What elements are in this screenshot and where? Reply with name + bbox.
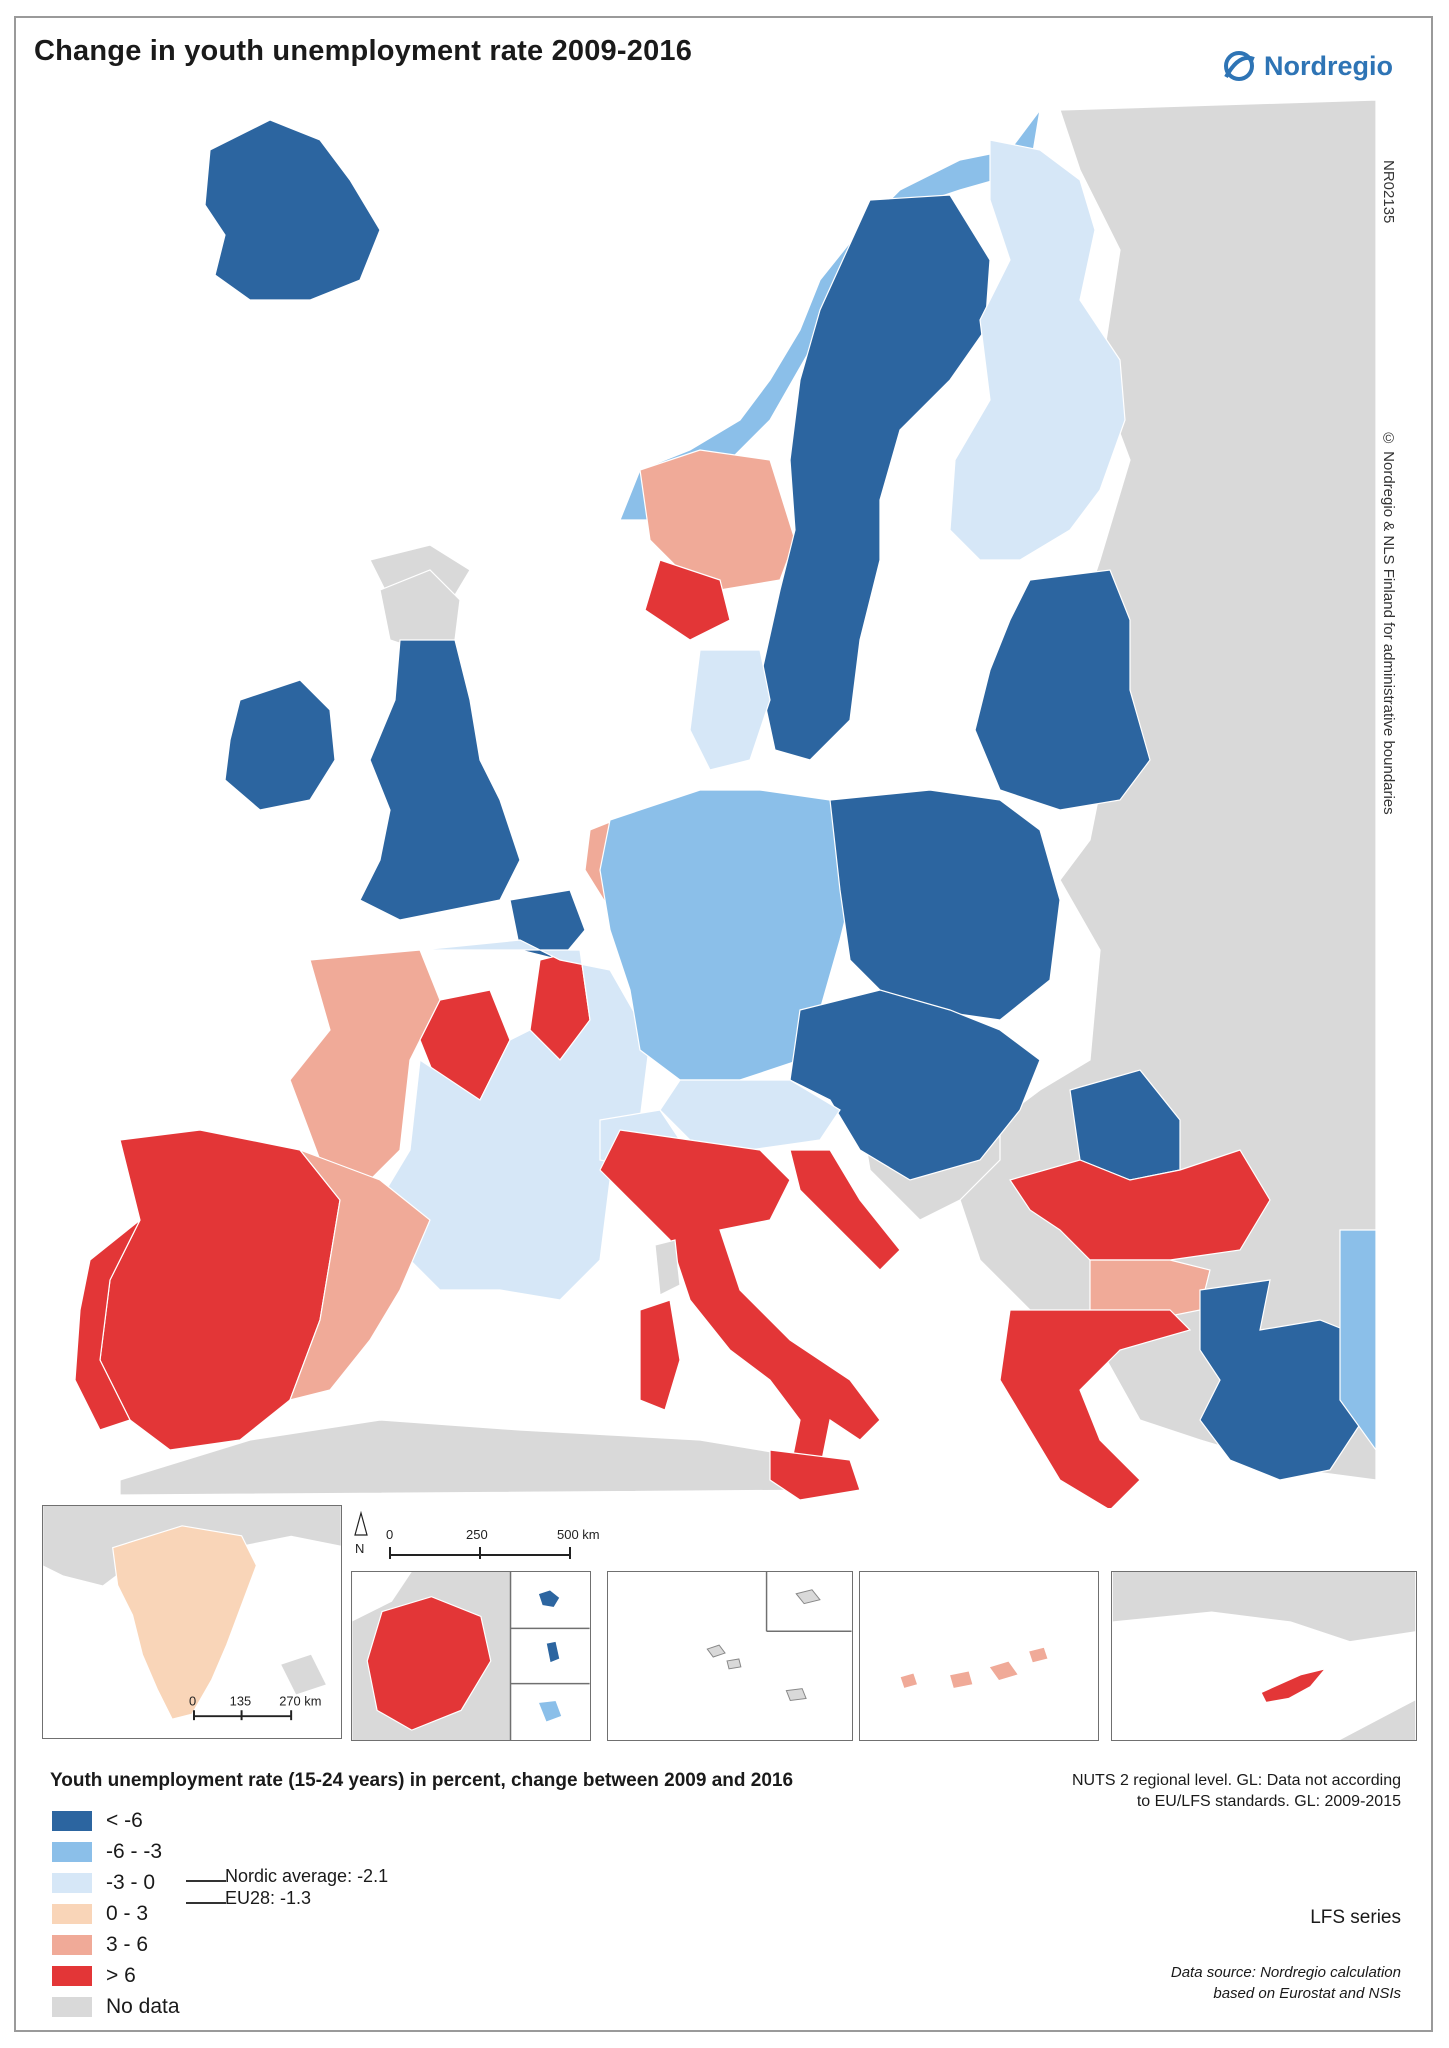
region-spain bbox=[99, 1129, 341, 1451]
region-ireland bbox=[224, 679, 336, 811]
inset-island bbox=[785, 1688, 807, 1702]
inset-cyprus bbox=[1111, 1571, 1417, 1741]
legend-swatch bbox=[52, 1966, 92, 1986]
legend-swatch bbox=[52, 1935, 92, 1955]
scale-tick-label: 500 km bbox=[557, 1527, 600, 1542]
inset-canaries bbox=[859, 1571, 1099, 1741]
legend-item: > 6 bbox=[52, 1963, 282, 1989]
legend-label: No data bbox=[106, 1995, 180, 2018]
region-canaries bbox=[899, 1672, 919, 1690]
region-denmark bbox=[689, 649, 771, 771]
series-label: LFS series bbox=[1310, 1907, 1401, 1928]
scale-tick-label: 270 km bbox=[279, 1693, 321, 1708]
europe-map bbox=[74, 99, 1376, 1508]
legend-swatch bbox=[52, 1873, 92, 1893]
region-turkey bbox=[1199, 1279, 1376, 1481]
legend-label: > 6 bbox=[106, 1964, 136, 1987]
region-norway-south bbox=[639, 449, 796, 591]
scale-tick-label: 0 bbox=[189, 1693, 196, 1708]
region-greenland bbox=[112, 1525, 258, 1720]
data-source-line: Data source: Nordregio calculation bbox=[1170, 1964, 1401, 1981]
region-french-guiana bbox=[366, 1596, 492, 1731]
nordic-average-line bbox=[186, 1880, 226, 1882]
region-corsica bbox=[654, 1239, 681, 1296]
region-turkey-east bbox=[1339, 1229, 1376, 1452]
inset-sea bbox=[352, 1572, 412, 1622]
region-outside bbox=[119, 1419, 842, 1496]
inset-nodata-land bbox=[1112, 1572, 1416, 1642]
inset-island bbox=[795, 1589, 821, 1605]
region-sardinia bbox=[639, 1299, 681, 1411]
region-austria bbox=[659, 1079, 841, 1151]
legend-swatch bbox=[52, 1842, 92, 1862]
north-label: N bbox=[355, 1541, 364, 1556]
legend-heading: Youth unemployment rate (15-24 years) in… bbox=[50, 1770, 794, 1791]
legend-item: < -6 bbox=[52, 1808, 282, 1834]
legend-swatch bbox=[52, 1997, 92, 2017]
inset-nodata-land bbox=[1340, 1700, 1416, 1740]
nuts-note: NUTS 2 regional level. GL: Data not acco… bbox=[1072, 1770, 1401, 1812]
scale-tick-label: 0 bbox=[386, 1527, 393, 1542]
region-france-rest bbox=[379, 939, 651, 1301]
legend-label: -3 - 0 bbox=[106, 1871, 156, 1894]
legend-item: No data bbox=[52, 1994, 282, 2020]
region-finland bbox=[949, 139, 1126, 561]
scale-tick-label: 250 bbox=[466, 1527, 488, 1542]
legend-swatch bbox=[52, 1904, 92, 1924]
inset-island bbox=[726, 1658, 742, 1670]
legend-item: 0 - 3 bbox=[52, 1901, 282, 1927]
region-outside bbox=[959, 99, 1376, 1481]
nordregio-logo: Nordregio bbox=[1222, 46, 1393, 86]
legend-label: -6 - -3 bbox=[106, 1840, 163, 1863]
legend-swatch bbox=[52, 1811, 92, 1831]
region-catalonia-east-spain bbox=[289, 1148, 431, 1401]
inset-island bbox=[706, 1644, 726, 1658]
nordic-average-label: Nordic average: -2.1 bbox=[225, 1866, 389, 1886]
north-arrow-icon bbox=[354, 1510, 368, 1536]
north-arrow-and-scale: N 0 250 500 km bbox=[354, 1510, 600, 1559]
data-source: Data source: Nordregio calculation based… bbox=[1171, 1962, 1401, 2004]
nordregio-logo-icon bbox=[1224, 51, 1255, 81]
inset-azores bbox=[607, 1571, 853, 1741]
map-code: NR02135 bbox=[1380, 160, 1397, 224]
inset-greenland: 0 135 270 km bbox=[42, 1505, 342, 1739]
legend-item: 3 - 6 bbox=[52, 1932, 282, 1958]
region-canaries bbox=[1027, 1646, 1049, 1664]
region-portugal bbox=[74, 1219, 141, 1431]
region-poland bbox=[829, 789, 1061, 1021]
region-canaries bbox=[987, 1660, 1020, 1682]
region-guadeloupe bbox=[537, 1589, 561, 1609]
nuts-note-line: NUTS 2 regional level. GL: Data not acco… bbox=[1071, 1772, 1401, 1789]
region-cyprus bbox=[1260, 1667, 1327, 1704]
nuts-note-line: to EU/LFS standards. GL: 2009-2015 bbox=[1136, 1793, 1401, 1810]
region-italy bbox=[599, 1129, 881, 1471]
data-source-line: based on Eurostat and NSIs bbox=[1213, 1985, 1401, 2002]
scale-tick-label: 135 bbox=[230, 1693, 251, 1708]
region-croatia bbox=[789, 1149, 901, 1271]
copyright-text: © Nordregio & NLS Finland for administra… bbox=[1380, 430, 1397, 815]
region-iceland bbox=[204, 119, 381, 301]
eu28-average-label: EU28: -1.3 bbox=[225, 1888, 312, 1908]
region-greece bbox=[999, 1309, 1192, 1508]
map-title: Change in youth unemployment rate 2009-2… bbox=[34, 35, 693, 67]
eu28-average-line bbox=[186, 1902, 226, 1904]
region-uk bbox=[359, 639, 521, 921]
region-norway-southmost bbox=[644, 559, 731, 641]
region-estonia-latvia-lithuania bbox=[974, 569, 1151, 811]
inset-nodata-land bbox=[281, 1654, 326, 1695]
legend-label: 3 - 6 bbox=[106, 1933, 149, 1956]
legend-item: -3 - 0 bbox=[52, 1870, 282, 1896]
legend-label: < -6 bbox=[106, 1809, 143, 1832]
region-romania bbox=[1009, 1149, 1271, 1261]
logo-text: Nordregio bbox=[1264, 50, 1394, 81]
region-martinique bbox=[545, 1640, 561, 1664]
legend-item: -6 - -3 bbox=[52, 1839, 282, 1865]
region-reunion bbox=[537, 1699, 563, 1723]
region-czechia-slovakia-hungary bbox=[789, 989, 1041, 1181]
region-italy bbox=[769, 1449, 861, 1501]
region-canaries bbox=[948, 1670, 974, 1690]
inset-french-guiana-islands bbox=[351, 1571, 591, 1741]
legend-label: 0 - 3 bbox=[106, 1902, 149, 1925]
